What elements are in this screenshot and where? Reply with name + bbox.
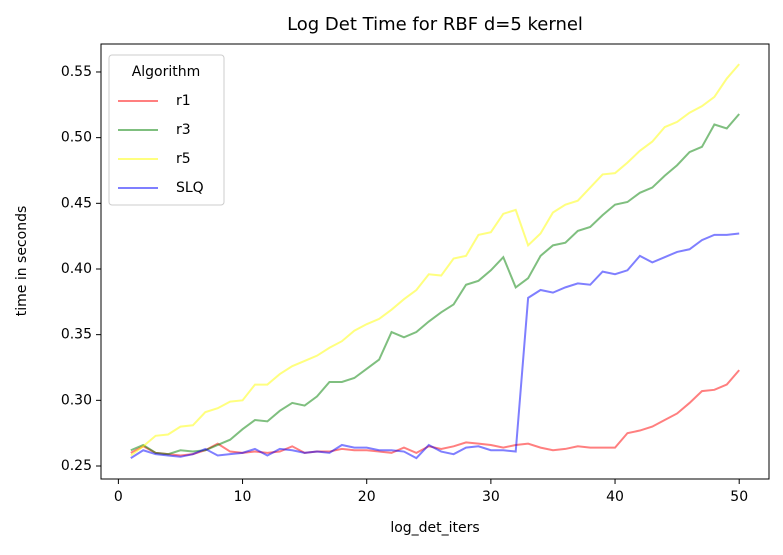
x-tick-label: 50 [730, 489, 748, 505]
legend-label: r5 [176, 151, 191, 167]
x-axis-label: log_det_iters [390, 520, 479, 536]
legend-box [108, 54, 225, 206]
x-tick-label: 40 [606, 489, 624, 505]
legend: Algorithm r1 r3 r5 SLQ [108, 54, 225, 206]
x-tick-label: 10 [234, 489, 252, 505]
axes-frame [100, 43, 770, 480]
legend-label: SLQ [176, 180, 204, 196]
y-axis-label: time in seconds [14, 206, 30, 317]
chart-title: Log Det Time for RBF d=5 kernel [287, 14, 583, 35]
legend-label: r3 [176, 122, 191, 138]
y-tick-label: 0.55 [61, 64, 92, 80]
series-line [130, 113, 740, 456]
plot-area [130, 63, 740, 460]
y-tick-label: 0.35 [61, 327, 92, 343]
x-tick-label: 20 [358, 489, 376, 505]
y-tick-label: 0.50 [61, 130, 92, 146]
legend-label: r1 [176, 93, 191, 109]
series-line [130, 232, 740, 460]
y-tick-label: 0.30 [61, 392, 92, 408]
legend-title: Algorithm [132, 64, 201, 80]
series-line [130, 63, 740, 457]
y-tick-label: 0.40 [61, 261, 92, 277]
x-tick-label: 0 [114, 489, 123, 505]
y-tick-label: 0.25 [61, 458, 92, 474]
x-tick-label: 30 [482, 489, 500, 505]
y-tick-label: 0.45 [61, 195, 92, 211]
